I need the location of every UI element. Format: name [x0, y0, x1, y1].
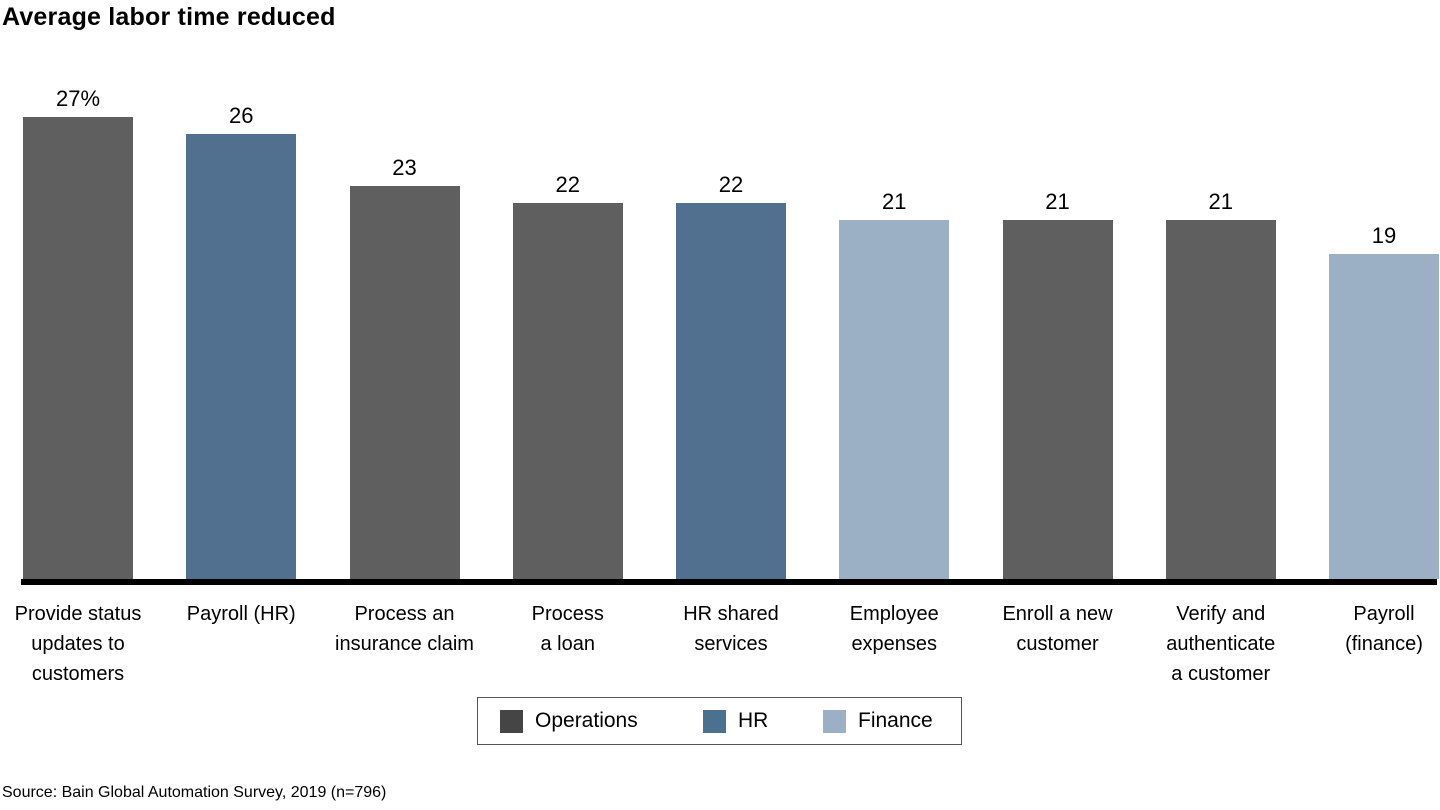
- bar-value-label: 22: [555, 172, 580, 197]
- category-label: Enroll a new customer: [1002, 603, 1113, 655]
- bar-value-label: 21: [1208, 189, 1233, 214]
- legend-swatch: [823, 709, 846, 733]
- bar-value-label: 21: [1045, 189, 1070, 214]
- bar-value-label: 26: [229, 103, 254, 128]
- legend-swatch: [500, 709, 523, 733]
- bar: [1002, 220, 1113, 579]
- legend-label: HR: [738, 709, 769, 732]
- bar-value-label: 23: [392, 155, 417, 180]
- x-axis-line: [21, 579, 1437, 585]
- bar: [839, 220, 950, 579]
- bar: [1165, 220, 1276, 579]
- bar-value-label: 27%: [55, 86, 101, 111]
- bar-value-label: 22: [718, 172, 744, 197]
- bar: [1329, 254, 1439, 579]
- source-note: Source: Bain Global Automation Survey, 2…: [2, 784, 387, 801]
- category-label: Provide status updates to customers: [14, 603, 142, 685]
- legend-item: Finance: [823, 698, 933, 744]
- bar: [186, 134, 297, 579]
- bar-group: 26: [158, 103, 324, 579]
- bar-group: 22: [485, 172, 651, 579]
- category-label: Payroll (HR): [186, 603, 296, 625]
- category-label: Process an insurance claim: [335, 603, 474, 655]
- bar-group: 23: [322, 155, 488, 579]
- legend-item: Operations: [500, 698, 638, 744]
- legend-swatch: [703, 709, 726, 733]
- category-label: Verify and authenticate a customer: [1166, 603, 1276, 685]
- bar-group: 21: [811, 189, 977, 579]
- bar-group: 21: [1138, 189, 1304, 579]
- bar: [512, 203, 623, 579]
- bar: [23, 117, 133, 579]
- category-label: Process a loan: [531, 603, 604, 655]
- bar-value-label: 21: [882, 189, 907, 214]
- category-label: Payroll (finance): [1345, 603, 1423, 655]
- bar: [676, 203, 786, 579]
- category-label: Employee expenses: [849, 603, 939, 655]
- legend: Operations HR Finance: [477, 697, 962, 745]
- bar-group: 21: [975, 189, 1141, 579]
- legend-item: HR: [703, 698, 768, 744]
- bar-group: 22: [648, 172, 814, 579]
- legend-label: Operations: [535, 709, 638, 732]
- bar: [349, 186, 460, 579]
- legend-label: Finance: [858, 709, 933, 732]
- bar-value-label: 19: [1371, 223, 1397, 248]
- bar-group: 27%: [0, 86, 161, 579]
- category-label: HR shared services: [683, 603, 779, 655]
- bar-group: 19: [1301, 223, 1440, 579]
- chart-title: Average labor time reduced: [2, 3, 336, 31]
